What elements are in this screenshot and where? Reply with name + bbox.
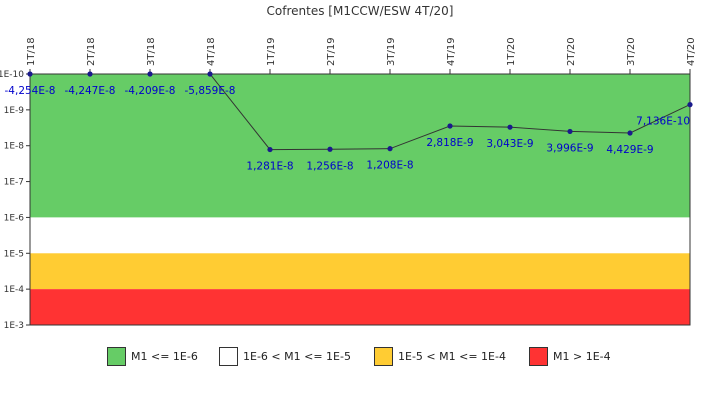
data-point (387, 146, 393, 152)
legend: M1 <= 1E-6 1E-6 < M1 <= 1E-5 1E-5 < M1 <= … (0, 345, 720, 367)
x-tick-label: 3T/20 (626, 37, 637, 66)
chart: Cofrentes [M1CCW/ESW 4T/20] 1E-101E-91E-… (0, 4, 697, 331)
data-label: 1,256E-8 (306, 160, 353, 172)
data-label: 3,043E-9 (486, 138, 533, 150)
y-tick-label: 1E-9 (4, 106, 25, 116)
data-point (567, 128, 573, 135)
y-tick-label: 1E-7 (4, 178, 24, 188)
y-tick-label: 1E-10 (0, 70, 24, 80)
y-tick-label: 1E-3 (4, 321, 24, 331)
x-tick-label: 1T/20 (506, 37, 517, 66)
legend-item: 1E-6 < M1 <= 1E-5 (219, 345, 351, 367)
data-label: 1,281E-8 (246, 161, 293, 173)
legend-label: 1E-6 < M1 <= 1E-5 (243, 349, 351, 363)
data-label: 7,136E-10 (636, 116, 690, 128)
legend-swatch (529, 346, 548, 366)
x-tick-label: 4T/20 (686, 37, 697, 66)
legend-swatch (107, 346, 126, 366)
legend-label: M1 <= 1E-6 (131, 349, 198, 363)
data-label: 1,208E-8 (366, 160, 413, 172)
data-label: -4,254E-8 (5, 85, 56, 97)
y-tick-label: 1E-8 (4, 142, 25, 152)
data-label: -4,209E-8 (125, 85, 176, 97)
x-tick-label: 2T/19 (326, 37, 337, 66)
band-0 (30, 74, 690, 218)
data-point (507, 124, 513, 130)
legend-item: 1E-5 < M1 <= 1E-4 (374, 345, 506, 367)
data-point (687, 102, 693, 108)
x-tick-label: 3T/18 (146, 37, 157, 66)
plot-frame (29, 73, 691, 326)
data-point (327, 146, 333, 152)
chart-title: Cofrentes [M1CCW/ESW 4T/20] (267, 4, 454, 18)
legend-item: M1 <= 1E-6 (107, 345, 198, 367)
data-label: 4,429E-9 (606, 144, 653, 156)
data-label: 3,996E-9 (546, 142, 593, 154)
data-point (87, 71, 93, 77)
series-layer (27, 71, 693, 153)
legend-swatch (219, 346, 238, 366)
data-point (447, 123, 453, 129)
y-tick-label: 1E-5 (4, 249, 24, 259)
band-3 (30, 289, 690, 325)
y-tick-label: 1E-4 (4, 285, 25, 295)
band-2 (30, 253, 690, 290)
x-tick-label: 1T/19 (266, 37, 277, 66)
x-tick-label: 2T/20 (566, 37, 577, 66)
data-point (267, 146, 273, 153)
data-point (207, 71, 213, 77)
data-label: -5,859E-8 (185, 85, 236, 97)
data-label: -4,247E-8 (65, 85, 116, 97)
x-tick-label: 4T/19 (446, 37, 457, 66)
x-tick-label: 1T/18 (26, 37, 37, 66)
band-1 (30, 217, 690, 254)
legend-label: 1E-5 < M1 <= 1E-4 (398, 349, 506, 363)
band-layer (30, 74, 690, 325)
x-tick-label: 2T/18 (86, 37, 97, 66)
data-label-layer: -4,254E-8 -4,247E-8 -4,209E-8 -5,859E-8 1,28… (5, 85, 690, 173)
data-point (27, 71, 33, 77)
y-tick-label: 1E-6 (4, 213, 25, 223)
legend-label: M1 > 1E-4 (553, 349, 611, 363)
axes-layer: 1E-10 1E-9 1E-8 1E-7 1E-6 1E-5 1E-4 1E-3 1T/18 2T… (0, 37, 697, 331)
data-label: 2,818E-9 (426, 137, 473, 149)
legend-item: M1 > 1E-4 (529, 345, 611, 367)
series-line (30, 73, 691, 151)
data-point (147, 71, 153, 77)
x-tick-label: 4T/18 (206, 37, 217, 66)
legend-swatch (374, 346, 393, 366)
data-point (627, 130, 633, 136)
x-tick-label: 3T/19 (386, 37, 397, 66)
